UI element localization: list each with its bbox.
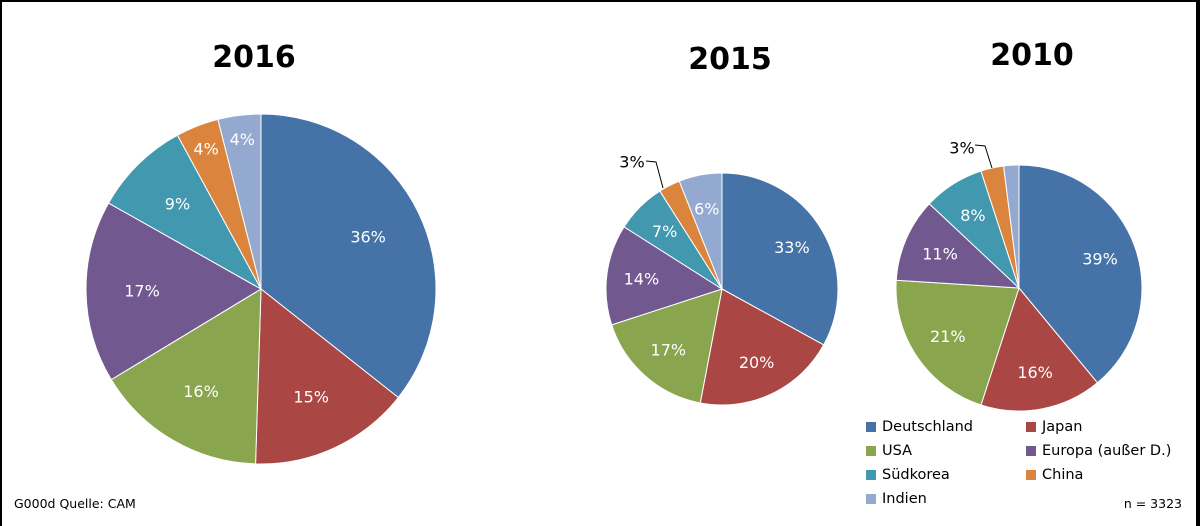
pie-slice-indien [1003, 164, 1020, 289]
pie-2016: 36% 15% 16% 17% 9% 4% 4% [85, 113, 437, 465]
slice-value-label: 3% [619, 153, 644, 172]
slice-value-label: 17% [651, 340, 687, 359]
legend-label: Südkorea [882, 467, 950, 483]
slice-value-label: 21% [930, 327, 966, 346]
pie-slice-usa [110, 288, 262, 465]
slice-value-label: 16% [183, 382, 219, 401]
legend-swatch [866, 446, 876, 456]
pie-slice-usa [611, 288, 723, 404]
pie-slice-indien [217, 113, 262, 290]
frame-right-border [1196, 0, 1200, 526]
pie-slice-indien [678, 172, 723, 290]
pie-slice-deutschland [721, 172, 839, 346]
chart-title-2015: 2015 [688, 42, 772, 77]
chart-title-2016: 2016 [212, 40, 296, 75]
slice-value-label: 20% [739, 353, 775, 372]
slice-value-label: 7% [652, 222, 677, 241]
legend-swatch [1026, 470, 1036, 480]
pie-slice-europa-außer-d [85, 202, 262, 381]
legend-label: USA [882, 443, 913, 459]
pie-slice-südkorea [107, 134, 263, 291]
legend-item-japan: Japan [1026, 416, 1186, 438]
legend-swatch [1026, 422, 1036, 432]
slice-value-label: 39% [1082, 249, 1118, 268]
slice-value-label: 36% [350, 228, 386, 247]
legend-swatch [866, 494, 876, 504]
legend: Deutschland Japan USA Europa (außer D.) … [866, 416, 1186, 510]
legend-swatch [1026, 446, 1036, 456]
pie-2015: 33% 20% 17% 14% 7% 3% 6% [605, 153, 839, 406]
pie-slice-japan [255, 287, 400, 465]
sample-size: n = 3323 [1123, 496, 1182, 511]
legend-label: China [1042, 467, 1084, 483]
callout-leader-line [974, 144, 993, 169]
slice-value-label: 14% [624, 269, 660, 288]
legend-label: Indien [882, 491, 927, 507]
slice-value-label: 11% [922, 244, 958, 263]
legend-swatch [866, 470, 876, 480]
frame-top-border [0, 0, 1200, 2]
frame-left-border [0, 0, 2, 526]
slice-value-label: 4% [230, 130, 255, 149]
pie-slice-japan [980, 286, 1099, 412]
legend-item-china: China [1026, 464, 1186, 486]
slice-value-label: 17% [124, 281, 160, 300]
slice-value-label: 33% [774, 238, 810, 257]
pie-slice-japan [699, 288, 825, 406]
legend-label: Deutschland [882, 419, 973, 435]
callout-leader-line [645, 160, 664, 189]
legend-item-europa: Europa (außer D.) [1026, 440, 1186, 462]
legend-swatch [866, 422, 876, 432]
legend-item-usa: USA [866, 440, 1026, 462]
slice-value-label: 8% [960, 206, 985, 225]
slice-value-label: 16% [1017, 363, 1053, 382]
legend-item-suedkorea: Südkorea [866, 464, 1026, 486]
pie-slice-europa-außer-d [605, 226, 724, 326]
legend-label: Japan [1042, 419, 1083, 435]
legend-item-indien: Indien [866, 488, 1026, 510]
slice-value-label: 15% [293, 387, 329, 406]
slice-value-label: 9% [165, 195, 190, 214]
chart-title-2010: 2010 [990, 38, 1074, 73]
legend-item-deutschland: Deutschland [866, 416, 1026, 438]
slice-value-label: 6% [694, 200, 719, 219]
pie-2010: 39% 16% 21% 11%8% 3% [895, 139, 1143, 412]
slice-value-label: 3% [949, 139, 974, 158]
pie-slice-deutschland [1018, 164, 1143, 384]
legend-label: Europa (außer D.) [1042, 443, 1172, 459]
source-note: G000d Quelle: CAM [14, 496, 136, 511]
slice-value-label: 4% [193, 139, 218, 158]
pie-slice-usa [895, 279, 1020, 406]
pie-slice-deutschland [260, 113, 437, 399]
pie-slice-europa-außer-d [895, 203, 1021, 289]
